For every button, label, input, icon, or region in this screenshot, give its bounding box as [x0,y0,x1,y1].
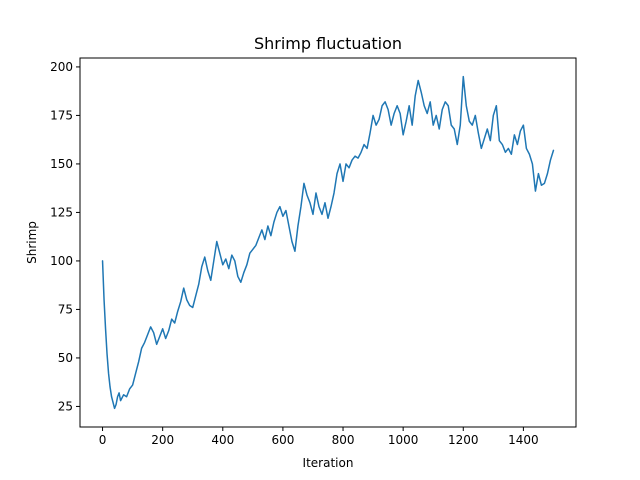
x-tick-label: 1400 [508,433,539,447]
x-tick-label: 400 [211,433,234,447]
x-axis-label: Iteration [303,456,354,470]
x-tick-label: 1200 [448,433,479,447]
series-layer [101,75,555,410]
y-tick-label: 175 [50,108,73,122]
x-tick-label: 0 [99,433,107,447]
y-tick-label: 100 [50,254,73,268]
y-tick-label: 125 [50,205,73,219]
y-axis-ticks: 25 50 75 100 125 150 175 200 [50,60,80,413]
chart-title: Shrimp fluctuation [254,34,402,53]
series-line-0 [101,75,555,410]
x-tick-label: 800 [332,433,355,447]
y-tick-label: 50 [58,351,73,365]
y-tick-label: 25 [58,399,73,413]
x-tick-label: 1000 [388,433,419,447]
plot-area [80,58,576,427]
x-axis-ticks: 0 200 400 600 800 1000 1200 1400 [99,427,539,447]
y-tick-label: 75 [58,302,73,316]
y-tick-label: 150 [50,157,73,171]
x-tick-label: 200 [151,433,174,447]
axes-frame [79,57,577,428]
x-tick-label: 600 [271,433,294,447]
y-tick-label: 200 [50,60,73,74]
y-axis-label: Shrimp [25,221,39,264]
